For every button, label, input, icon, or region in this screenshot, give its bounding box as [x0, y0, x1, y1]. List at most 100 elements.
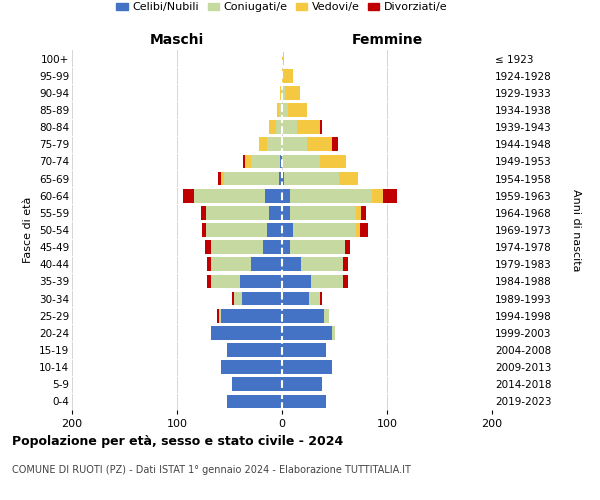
Bar: [206, 223, 268, 237]
Bar: [242, 292, 282, 306]
Bar: [282, 189, 290, 202]
Bar: [206, 206, 269, 220]
Bar: [360, 223, 368, 237]
Bar: [265, 189, 282, 202]
Bar: [208, 258, 211, 271]
Bar: [282, 86, 285, 100]
Bar: [211, 258, 251, 271]
Text: COMUNE DI RUOTI (PZ) - Dati ISTAT 1° gennaio 2024 - Elaborazione TUTTITALIA.IT: COMUNE DI RUOTI (PZ) - Dati ISTAT 1° gen…: [12, 465, 411, 475]
Bar: [355, 206, 361, 220]
Bar: [282, 309, 324, 322]
Bar: [194, 189, 265, 202]
Bar: [211, 240, 263, 254]
Bar: [276, 120, 282, 134]
Bar: [324, 309, 329, 322]
Bar: [282, 120, 296, 134]
Bar: [279, 103, 282, 117]
Bar: [279, 172, 282, 185]
Bar: [221, 309, 282, 322]
Bar: [282, 360, 332, 374]
Bar: [332, 138, 338, 151]
Bar: [301, 258, 343, 271]
Bar: [320, 154, 346, 168]
Bar: [205, 240, 211, 254]
Bar: [338, 172, 358, 185]
Bar: [307, 138, 332, 151]
Bar: [240, 274, 282, 288]
Bar: [282, 172, 284, 185]
Bar: [282, 394, 326, 408]
Bar: [361, 206, 366, 220]
Bar: [268, 223, 282, 237]
Bar: [277, 103, 279, 117]
Bar: [383, 189, 397, 202]
Bar: [232, 292, 234, 306]
Bar: [345, 240, 350, 254]
Bar: [289, 103, 307, 117]
Bar: [332, 326, 335, 340]
Bar: [263, 240, 282, 254]
Bar: [234, 292, 242, 306]
Bar: [269, 120, 276, 134]
Bar: [290, 240, 345, 254]
Bar: [211, 326, 282, 340]
Bar: [355, 223, 360, 237]
Bar: [282, 292, 310, 306]
Bar: [201, 206, 206, 220]
Bar: [293, 223, 355, 237]
Bar: [282, 52, 284, 66]
Bar: [343, 274, 348, 288]
Bar: [282, 326, 332, 340]
Bar: [282, 206, 290, 220]
Bar: [280, 86, 281, 100]
Bar: [211, 274, 240, 288]
Bar: [282, 258, 301, 271]
Bar: [245, 154, 251, 168]
Bar: [282, 154, 320, 168]
Bar: [320, 292, 322, 306]
Y-axis label: Anni di nascita: Anni di nascita: [571, 188, 581, 271]
Bar: [282, 69, 293, 82]
Bar: [290, 189, 372, 202]
Bar: [280, 154, 282, 168]
Bar: [285, 86, 300, 100]
Text: Femmine: Femmine: [352, 32, 422, 46]
Bar: [320, 120, 322, 134]
Bar: [282, 274, 311, 288]
Bar: [269, 206, 282, 220]
Bar: [268, 138, 282, 151]
Bar: [251, 154, 280, 168]
Bar: [224, 172, 279, 185]
Bar: [282, 378, 322, 391]
Bar: [296, 120, 320, 134]
Bar: [208, 274, 211, 288]
Bar: [202, 223, 206, 237]
Bar: [184, 189, 194, 202]
Bar: [221, 172, 224, 185]
Bar: [310, 292, 320, 306]
Bar: [282, 343, 326, 357]
Text: Maschi: Maschi: [150, 32, 204, 46]
Bar: [372, 189, 383, 202]
Bar: [251, 258, 282, 271]
Y-axis label: Fasce di età: Fasce di età: [23, 197, 34, 263]
Bar: [343, 258, 348, 271]
Bar: [284, 172, 339, 185]
Bar: [243, 154, 245, 168]
Bar: [227, 394, 282, 408]
Bar: [218, 172, 221, 185]
Bar: [281, 86, 282, 100]
Bar: [232, 378, 282, 391]
Bar: [219, 309, 221, 322]
Bar: [282, 103, 289, 117]
Bar: [282, 223, 293, 237]
Text: Popolazione per età, sesso e stato civile - 2024: Popolazione per età, sesso e stato civil…: [12, 435, 343, 448]
Bar: [290, 206, 355, 220]
Bar: [217, 309, 219, 322]
Bar: [311, 274, 343, 288]
Bar: [221, 360, 282, 374]
Bar: [282, 240, 290, 254]
Legend: Celibi/Nubili, Coniugati/e, Vedovi/e, Divorziati/e: Celibi/Nubili, Coniugati/e, Vedovi/e, Di…: [112, 0, 452, 17]
Bar: [227, 343, 282, 357]
Bar: [259, 138, 268, 151]
